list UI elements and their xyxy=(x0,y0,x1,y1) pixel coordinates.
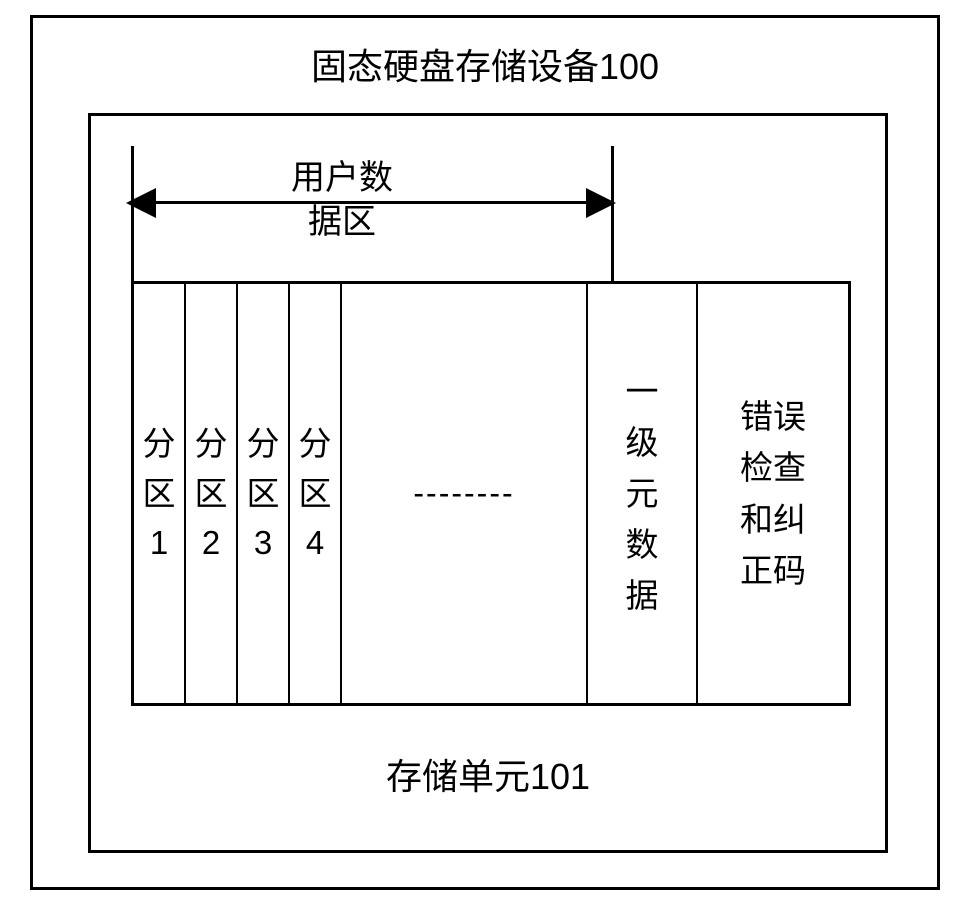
partition-char2: 区 xyxy=(195,469,228,519)
metadata-text: 一级元数据 xyxy=(624,366,660,622)
partition-num: 3 xyxy=(254,518,272,568)
metadata-cell: 一级元数据 xyxy=(588,284,698,703)
storage-row: 分 区 1 分 区 2 分 区 3 xyxy=(131,281,851,706)
partition-char1: 分 xyxy=(195,419,228,469)
arrow-label-line1: 用户数 xyxy=(291,159,393,197)
partition-num: 2 xyxy=(202,518,220,568)
arrow-head-right xyxy=(586,188,616,218)
partition-4: 分 区 4 xyxy=(290,284,342,703)
ellipsis-cell: -------- xyxy=(342,284,588,703)
arrow-region: 用户数 据区 xyxy=(131,146,611,266)
arrow-label-line2: 据区 xyxy=(308,203,376,241)
inner-bottom-label: 存储单元101 xyxy=(91,748,885,800)
inner-container: 用户数 据区 分 区 1 分 区 2 分 xyxy=(88,113,888,853)
partition-char1: 分 xyxy=(247,419,280,469)
partition-char2: 区 xyxy=(299,469,332,519)
ecc-text: 错误检查和纠正码 xyxy=(737,391,810,596)
outer-container: 固态硬盘存储设备100 用户数 据区 分 区 1 xyxy=(30,15,940,890)
partition-char1: 分 xyxy=(143,419,176,469)
partition-num: 4 xyxy=(306,518,324,568)
partition-char2: 区 xyxy=(247,469,280,519)
partition-char1: 分 xyxy=(299,419,332,469)
partition-2: 分 区 2 xyxy=(186,284,238,703)
ecc-cell: 错误检查和纠正码 xyxy=(698,284,848,703)
arrow-label: 用户数 据区 xyxy=(291,156,393,244)
partition-1: 分 区 1 xyxy=(134,284,186,703)
partition-3: 分 区 3 xyxy=(238,284,290,703)
partition-num: 1 xyxy=(150,518,168,568)
partition-char2: 区 xyxy=(143,469,176,519)
main-title: 固态硬盘存储设备100 xyxy=(33,38,937,90)
ellipsis-text: -------- xyxy=(413,475,514,512)
